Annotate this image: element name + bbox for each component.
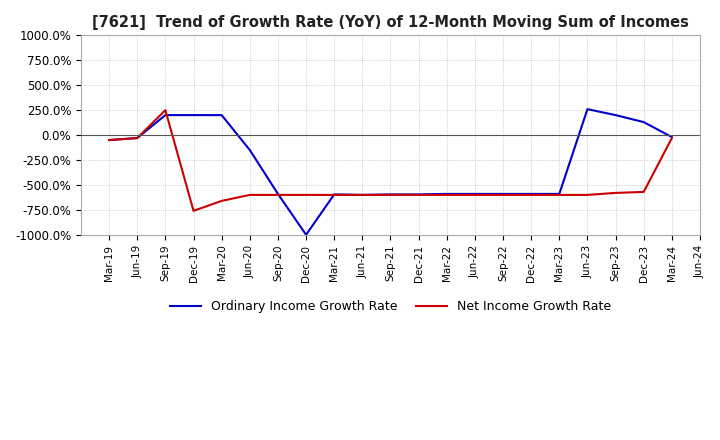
Ordinary Income Growth Rate <box>527 191 536 197</box>
Net Income Growth Rate <box>330 192 338 198</box>
Ordinary Income Growth Rate <box>611 113 620 118</box>
Legend: Ordinary Income Growth Rate, Net Income Growth Rate: Ordinary Income Growth Rate, Net Income … <box>165 295 616 318</box>
Net Income Growth Rate <box>133 136 142 141</box>
Ordinary Income Growth Rate <box>583 106 592 112</box>
Ordinary Income Growth Rate <box>274 191 282 197</box>
Net Income Growth Rate <box>471 192 480 198</box>
Net Income Growth Rate <box>527 192 536 198</box>
Ordinary Income Growth Rate <box>667 134 676 139</box>
Ordinary Income Growth Rate <box>330 192 338 197</box>
Ordinary Income Growth Rate <box>443 191 451 197</box>
Net Income Growth Rate <box>583 192 592 198</box>
Net Income Growth Rate <box>246 192 254 198</box>
Net Income Growth Rate <box>386 192 395 198</box>
Ordinary Income Growth Rate <box>555 191 564 197</box>
Ordinary Income Growth Rate <box>358 192 366 198</box>
Ordinary Income Growth Rate <box>246 147 254 153</box>
Line: Ordinary Income Growth Rate: Ordinary Income Growth Rate <box>109 109 672 235</box>
Ordinary Income Growth Rate <box>499 191 508 197</box>
Net Income Growth Rate <box>274 192 282 198</box>
Ordinary Income Growth Rate <box>471 191 480 197</box>
Net Income Growth Rate <box>414 192 423 198</box>
Line: Net Income Growth Rate: Net Income Growth Rate <box>109 110 672 211</box>
Ordinary Income Growth Rate <box>133 136 142 141</box>
Net Income Growth Rate <box>639 189 648 194</box>
Title: [7621]  Trend of Growth Rate (YoY) of 12-Month Moving Sum of Incomes: [7621] Trend of Growth Rate (YoY) of 12-… <box>92 15 689 30</box>
Net Income Growth Rate <box>611 190 620 195</box>
Ordinary Income Growth Rate <box>189 113 198 118</box>
Net Income Growth Rate <box>358 192 366 198</box>
Ordinary Income Growth Rate <box>161 113 170 118</box>
Net Income Growth Rate <box>499 192 508 198</box>
Net Income Growth Rate <box>217 198 226 204</box>
Ordinary Income Growth Rate <box>414 192 423 197</box>
Ordinary Income Growth Rate <box>639 119 648 125</box>
Net Income Growth Rate <box>161 107 170 113</box>
Ordinary Income Growth Rate <box>105 137 114 143</box>
Net Income Growth Rate <box>189 208 198 213</box>
Net Income Growth Rate <box>105 137 114 143</box>
Ordinary Income Growth Rate <box>302 232 310 238</box>
Net Income Growth Rate <box>555 192 564 198</box>
Net Income Growth Rate <box>302 192 310 198</box>
Ordinary Income Growth Rate <box>386 192 395 197</box>
Net Income Growth Rate <box>667 136 676 141</box>
Ordinary Income Growth Rate <box>217 113 226 118</box>
Net Income Growth Rate <box>443 192 451 198</box>
